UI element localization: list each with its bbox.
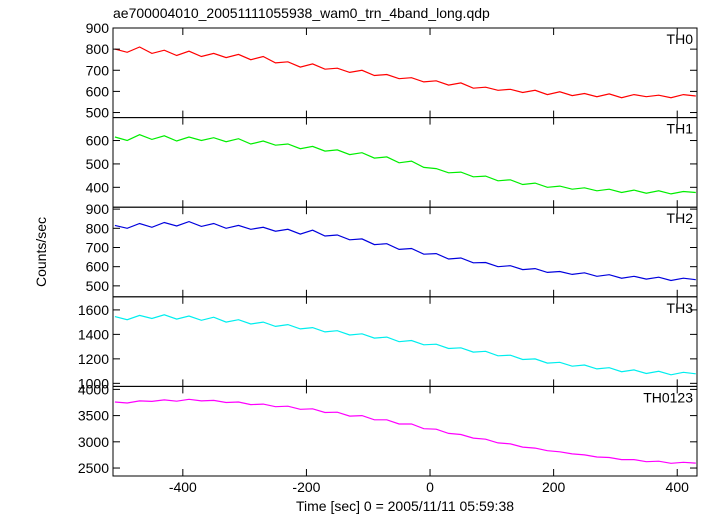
y-tick-label: 500 xyxy=(86,156,110,172)
x-tick-label: -400 xyxy=(169,479,197,495)
y-tick-label: 4000 xyxy=(78,381,109,397)
y-tick-label: 1600 xyxy=(78,302,109,318)
panel-label: TH3 xyxy=(667,300,694,316)
y-tick-label: 700 xyxy=(86,239,110,255)
y-tick-label: 500 xyxy=(86,105,110,121)
series-line xyxy=(114,398,696,464)
series-line xyxy=(114,314,696,376)
x-tick-label: 0 xyxy=(426,479,434,495)
y-tick-label: 700 xyxy=(86,62,110,78)
panel-frame xyxy=(112,385,698,477)
y-tick-label: 400 xyxy=(86,179,110,195)
y-tick-label: 1000 xyxy=(78,375,109,391)
x-tick-label: 200 xyxy=(542,479,566,495)
y-tick-label: 900 xyxy=(86,201,110,217)
series-line xyxy=(114,220,696,282)
y-tick-label: 3000 xyxy=(78,434,109,450)
x-axis-label: Time [sec] 0 = 2005/11/11 05:59:38 xyxy=(296,498,514,514)
y-tick-label: 800 xyxy=(86,41,110,57)
y-tick-label: 800 xyxy=(86,220,110,236)
panel-label: TH2 xyxy=(667,210,694,226)
x-tick-label: 400 xyxy=(666,479,690,495)
y-tick-label: 1200 xyxy=(78,351,109,367)
y-tick-label: 500 xyxy=(86,278,110,294)
y-tick-label: 600 xyxy=(86,133,110,149)
panel-label: TH0123 xyxy=(643,389,693,405)
series-line xyxy=(114,46,696,99)
y-tick-label: 2500 xyxy=(78,460,109,476)
series-line xyxy=(114,134,696,195)
y-tick-label: 900 xyxy=(86,20,110,36)
panel-frame xyxy=(112,206,698,298)
x-tick-label: -200 xyxy=(292,479,320,495)
panel-frame xyxy=(112,27,698,119)
panel-label: TH1 xyxy=(667,121,694,137)
panel-label: TH0 xyxy=(667,31,694,47)
y-tick-label: 1400 xyxy=(78,326,109,342)
chart-title: ae700004010_20051111055938_wam0_trn_4ban… xyxy=(113,5,490,21)
y-tick-label: 600 xyxy=(86,83,110,99)
y-tick-label: 600 xyxy=(86,259,110,275)
y-tick-label: 3500 xyxy=(78,408,109,424)
y-axis-label: Counts/sec xyxy=(33,217,49,287)
